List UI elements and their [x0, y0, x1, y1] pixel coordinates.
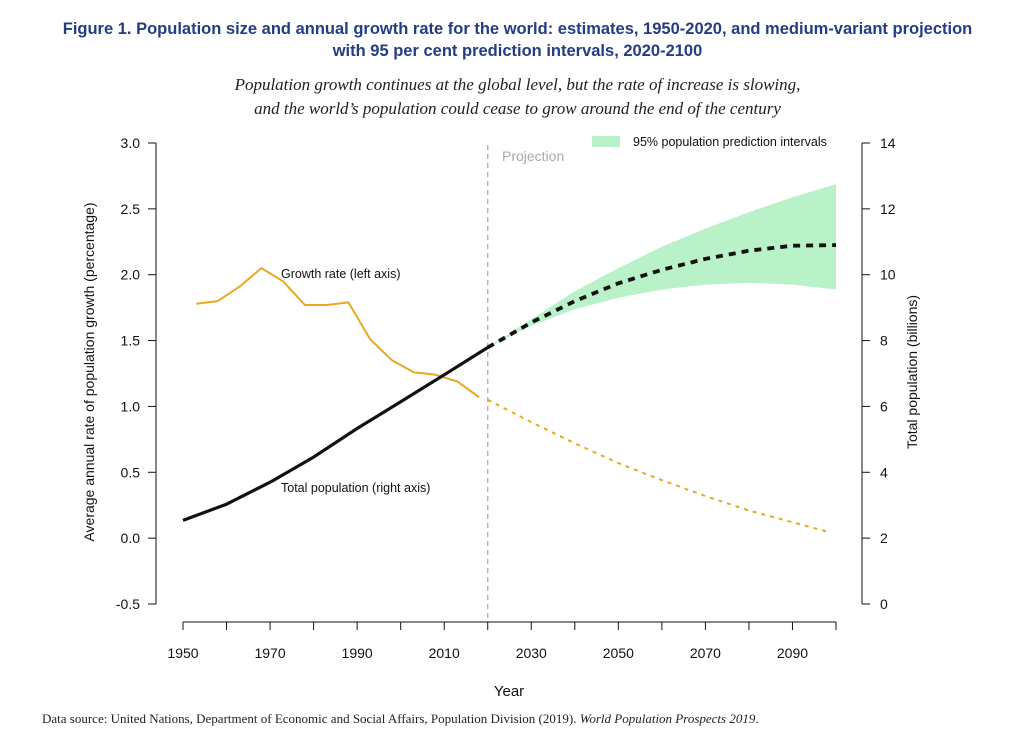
growth-rate-projection-line	[487, 398, 828, 533]
axes-layer: -0.5 0.0 0.5 1.0 1.5 2.0 2.5 3.0 0 2 4 6 8 10 12 14 1950…	[116, 135, 896, 661]
x-tick-label: 1990	[342, 645, 373, 661]
y-right-tick-label: 12	[880, 201, 896, 217]
y-left-tick-label: 2.0	[121, 267, 141, 283]
x-tick-label: 2070	[690, 645, 721, 661]
labels-layer: Projection Growth rate (left axis) Total…	[81, 135, 920, 700]
interval-legend-label: 95% population prediction intervals	[633, 135, 827, 149]
y-right-tick-label: 0	[880, 596, 888, 612]
y-left-tick-label: 3.0	[121, 135, 141, 151]
y-right-tick-label: 8	[880, 333, 888, 349]
figure-title: Figure 1. Population size and annual gro…	[0, 18, 1035, 62]
figure-title-line2: with 95 per cent prediction intervals, 2…	[332, 42, 703, 60]
x-tick-label: 1970	[254, 645, 285, 661]
source-publication: World Population Prospects 2019	[579, 711, 756, 726]
data-source-note: Data source: United Nations, Department …	[42, 711, 759, 727]
figure-subtitle-line1: Population growth continues at the globa…	[234, 75, 801, 94]
y-left-axis-title: Average annual rate of population growth…	[81, 202, 97, 541]
figure-title-line1: Figure 1. Population size and annual gro…	[62, 20, 973, 38]
x-axis-title: Year	[494, 683, 524, 700]
series-layer	[182, 243, 837, 533]
x-tick-label: 2030	[516, 645, 547, 661]
prediction-interval-band	[487, 184, 836, 348]
y-left-tick-label: 1.0	[121, 398, 141, 414]
population-projection-line	[486, 243, 837, 350]
growth-rate-estimate-line	[195, 267, 480, 399]
population-estimate-line	[182, 346, 489, 522]
y-left-tick-label: 1.5	[121, 333, 141, 349]
y-right-tick-label: 14	[880, 135, 896, 151]
y-left-tick-label: -0.5	[116, 596, 140, 612]
interval-legend-swatch	[592, 136, 620, 147]
growth-rate-series-label: Growth rate (left axis)	[281, 267, 400, 281]
x-tick-label: 2050	[603, 645, 634, 661]
y-left-tick-label: 2.5	[121, 201, 141, 217]
figure-subtitle-line2: and the world’s population could cease t…	[254, 99, 781, 118]
y-left-tick-label: 0.0	[121, 530, 141, 546]
y-left-tick-label: 0.5	[121, 464, 141, 480]
y-right-tick-label: 6	[880, 398, 888, 414]
prediction-interval-layer	[487, 184, 836, 348]
y-right-tick-label: 2	[880, 530, 888, 546]
y-right-tick-label: 4	[880, 464, 888, 480]
source-suffix: .	[755, 711, 759, 726]
figure-subtitle: Population growth continues at the globa…	[0, 73, 1035, 121]
source-text: Data source: United Nations, Department …	[42, 711, 580, 726]
y-right-tick-label: 10	[880, 267, 896, 283]
x-tick-label: 2010	[429, 645, 460, 661]
x-tick-label: 1950	[167, 645, 198, 661]
projection-label: Projection	[502, 148, 564, 164]
population-series-label: Total population (right axis)	[281, 481, 430, 495]
y-right-axis-title: Total population (billions)	[904, 295, 920, 449]
x-tick-label: 2090	[777, 645, 808, 661]
